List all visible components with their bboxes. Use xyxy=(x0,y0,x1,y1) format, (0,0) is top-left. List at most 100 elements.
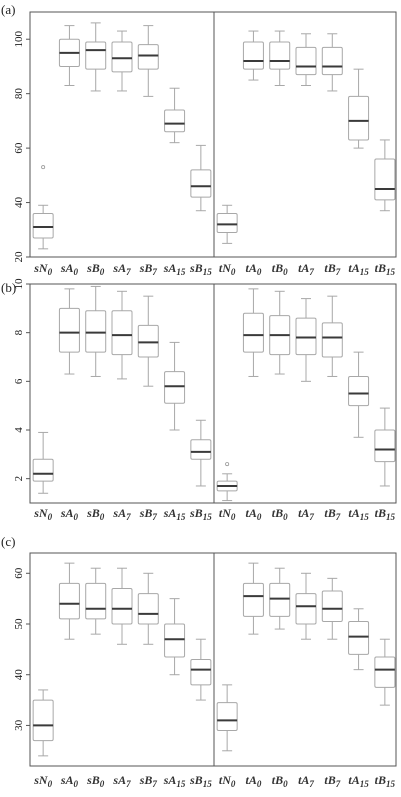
x-tick-label-main: sB xyxy=(139,261,153,275)
x-tick-label-main: tA xyxy=(298,261,309,275)
x-tick-label-subscript: 0 xyxy=(257,267,262,277)
x-tick-label-subscript: 7 xyxy=(152,779,157,789)
y-tick-label: 20 xyxy=(13,251,25,263)
box-tb15 xyxy=(374,139,396,212)
x-tick-label: tA15 xyxy=(348,773,369,789)
box-iqr xyxy=(111,41,133,73)
x-tick-label: sN0 xyxy=(33,773,52,789)
outlier-point xyxy=(41,165,46,170)
x-tick-label-subscript: 0 xyxy=(74,779,79,789)
x-tick-label: tB0 xyxy=(272,506,288,522)
x-tick-label-subscript: 0 xyxy=(257,779,262,789)
x-tick-label-main: tB xyxy=(375,261,386,275)
x-tick-label-subscript: 7 xyxy=(152,512,157,522)
x-tick-label: tB15 xyxy=(375,261,396,277)
x-tick-label: tB0 xyxy=(272,261,288,277)
x-tick-label-subscript: 0 xyxy=(100,267,105,277)
x-tick-label: tA0 xyxy=(246,773,262,789)
box-sn0 xyxy=(32,165,54,250)
x-tick-label-subscript: 0 xyxy=(48,512,53,522)
box-ta0 xyxy=(242,562,264,635)
box-iqr xyxy=(111,310,133,356)
x-tick-label-main: sA xyxy=(163,506,177,520)
x-tick-label-subscript: 7 xyxy=(152,267,157,277)
x-tick-label-subscript: 0 xyxy=(74,267,79,277)
box-ta7 xyxy=(295,33,317,86)
box-iqr xyxy=(85,582,107,620)
x-tick-label: tB15 xyxy=(375,506,396,522)
x-tick-label-main: sB xyxy=(86,506,100,520)
box-sa7 xyxy=(111,290,133,380)
box-iqr xyxy=(164,623,186,658)
x-tick-label: sA7 xyxy=(112,506,131,522)
box-sb15 xyxy=(190,144,212,212)
x-tick-label: sB7 xyxy=(139,506,158,522)
x-tick-label-subscript: 7 xyxy=(309,779,314,789)
box-ta0 xyxy=(242,30,264,81)
box-iqr xyxy=(111,588,133,625)
y-tick-label: 100 xyxy=(13,30,25,47)
box-iqr xyxy=(32,699,54,742)
box-ta15 xyxy=(348,68,370,149)
x-tick-label: tA15 xyxy=(348,261,369,277)
x-tick-label-subscript: 0 xyxy=(48,779,53,789)
box-sb0 xyxy=(85,567,107,635)
box-sa15 xyxy=(164,87,186,144)
x-tick-label-subscript: 7 xyxy=(309,512,314,522)
x-tick-label: sN0 xyxy=(33,506,52,522)
x-tick-label-subscript: 15 xyxy=(203,512,213,522)
box-iqr xyxy=(242,582,264,617)
box-sb7 xyxy=(137,295,159,387)
x-tick-label-main: tB xyxy=(272,773,283,787)
y-tick-label: 8 xyxy=(13,329,25,335)
x-tick-label-subscript: 0 xyxy=(283,779,288,789)
x-tick-label: tA7 xyxy=(298,773,314,789)
box-tb0 xyxy=(269,290,291,375)
x-tick-label: tA0 xyxy=(246,261,262,277)
x-tick-label-main: sA xyxy=(60,261,74,275)
box-sb0 xyxy=(85,285,107,377)
box-iqr xyxy=(374,656,396,688)
x-tick-label: sB7 xyxy=(139,773,158,789)
x-tick-label-subscript: 15 xyxy=(386,267,396,277)
y-tick-label: 60 xyxy=(13,567,25,579)
box-sb7 xyxy=(137,25,159,97)
x-tick-label-main: sA xyxy=(112,506,126,520)
x-tick-label-main: tB xyxy=(375,506,386,520)
x-tick-label-main: tA xyxy=(298,506,309,520)
x-tick-label-main: tB xyxy=(272,261,283,275)
box-sa7 xyxy=(111,30,133,92)
x-tick-label-subscript: 0 xyxy=(100,779,105,789)
box-iqr xyxy=(374,429,396,463)
x-tick-label-main: sN xyxy=(33,506,49,520)
y-tick-label: 4 xyxy=(13,427,25,433)
x-tick-label-main: tA xyxy=(298,773,309,787)
x-tick-label: sB15 xyxy=(189,506,212,522)
box-sn0 xyxy=(32,431,54,494)
x-tick-label-subscript: 15 xyxy=(176,512,186,522)
box-iqr xyxy=(58,582,80,620)
box-sb15 xyxy=(190,638,212,701)
x-tick-label-main: sB xyxy=(139,773,153,787)
x-tick-label: tA0 xyxy=(246,506,262,522)
x-tick-label: tB7 xyxy=(324,773,340,789)
x-tick-label-main: sB xyxy=(189,506,203,520)
x-tick-label: sA15 xyxy=(163,506,186,522)
box-iqr xyxy=(164,371,186,404)
plot-frame xyxy=(29,283,397,504)
panel-label: (c) xyxy=(1,534,15,549)
y-tick-label: 40 xyxy=(13,669,25,681)
y-tick-label: 10 xyxy=(13,278,25,290)
x-tick-label: tB7 xyxy=(324,261,340,277)
box-iqr xyxy=(374,158,396,201)
box-iqr xyxy=(295,317,317,356)
box-tb15 xyxy=(374,407,396,487)
box-sa0 xyxy=(58,25,80,86)
x-tick-label-subscript: 7 xyxy=(336,512,341,522)
plot-frame xyxy=(29,552,397,767)
x-tick-label-subscript: 7 xyxy=(126,512,131,522)
x-tick-label-subscript: 0 xyxy=(231,779,236,789)
box-ta15 xyxy=(348,351,370,438)
box-iqr xyxy=(190,659,212,686)
